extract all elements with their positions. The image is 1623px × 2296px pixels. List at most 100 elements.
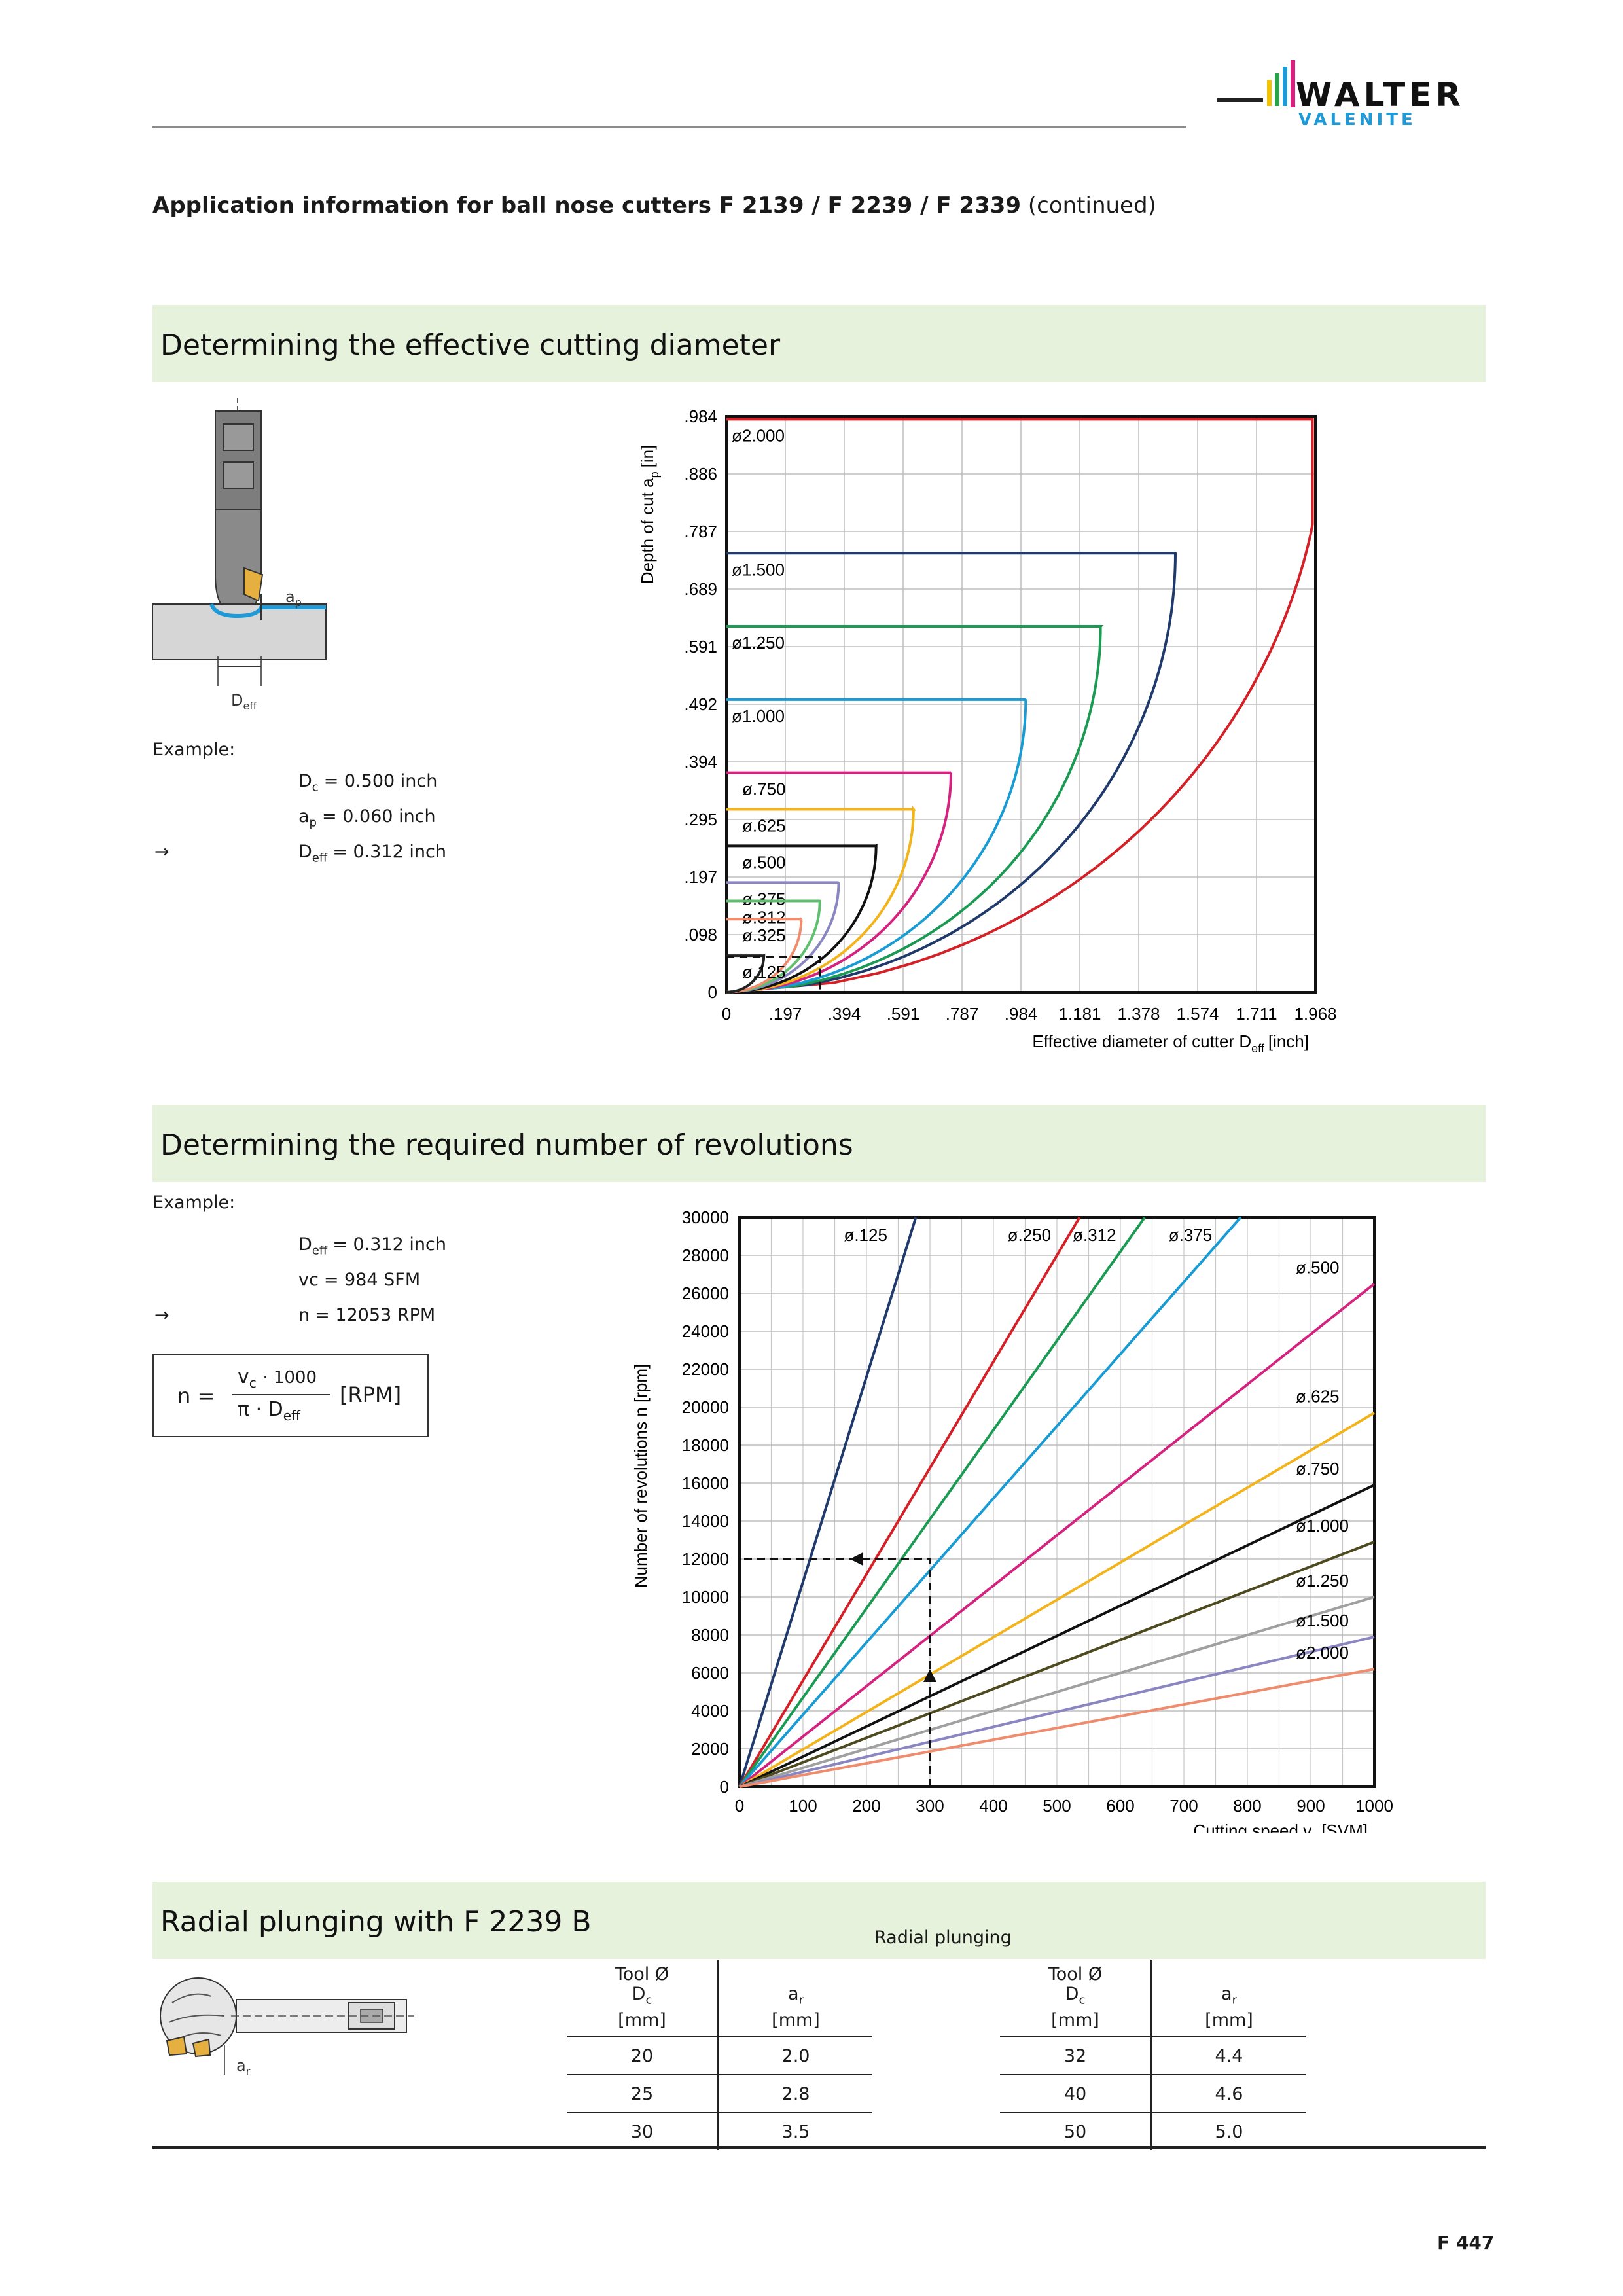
cell-ar: 2.8 [718, 2075, 872, 2113]
cell-ar: 4.6 [1151, 2075, 1306, 2113]
series-label: ø1.500 [1296, 1611, 1349, 1630]
y-tick-label: 22000 [682, 1359, 729, 1379]
rpm-line [738, 1216, 1242, 1788]
rpm-line [738, 1217, 918, 1787]
bottom-rule [152, 2146, 1486, 2149]
y-tick-label: .295 [684, 810, 717, 829]
effective-diameter-chart: 0 .197 .394 .591 .787 .984 1.181 1.378 1.574 1.71… [637, 406, 1337, 1054]
diameter-curve [726, 843, 878, 994]
y-tick-label: 0 [720, 1777, 729, 1797]
x-tick-label: 1.711 [1236, 1004, 1277, 1024]
rpm-formula: n = vc · 1000 π · Deff [RPM] [152, 1354, 429, 1437]
cell-diameter: 20 [567, 2036, 719, 2075]
example-guide [740, 1558, 931, 1787]
series-label: ø1.500 [732, 560, 785, 579]
y-tick-label: .886 [684, 464, 717, 484]
y-axis-label: Depth of cut ap[in] [637, 445, 661, 584]
example-row: vc = 984 SFM [298, 1270, 421, 1290]
brand-logo: WALTER VALENITE [1217, 60, 1492, 132]
y-tick-label: .492 [684, 694, 717, 714]
x-tick-label: 1.378 [1117, 1004, 1160, 1024]
formula-unit: [RPM] [340, 1382, 402, 1407]
y-tick-label: .591 [684, 637, 717, 656]
y-tick-label: .689 [684, 579, 717, 599]
y-tick-label: .787 [684, 522, 717, 541]
cell-ar: 5.0 [1215, 2121, 1243, 2142]
x-tick-label: 1.574 [1176, 1004, 1219, 1024]
y-tick-label: 6000 [691, 1663, 729, 1683]
y-tick-label: 8000 [691, 1625, 729, 1645]
radial-plunging-table-left: Tool Ø Dc [mm] ar [mm] 20 2.0 25 2.8 30 3.5 [567, 1960, 872, 2150]
page-heading: Application information for ball nose cu… [152, 192, 1156, 219]
diameter-curve [726, 954, 766, 994]
y-axis-label: Number of revolutions n [rpm] [631, 1364, 651, 1588]
x-tick-label: 0 [722, 1004, 731, 1024]
y-tick-label: 10000 [682, 1587, 729, 1607]
cell-diameter: 50 [1000, 2113, 1152, 2150]
page-number: F 447 [1437, 2232, 1495, 2253]
x-tick-label: 200 [852, 1796, 880, 1816]
section2-title: Determining the required number of revol… [160, 1128, 853, 1162]
col-header-ar: ar [mm] [718, 1960, 872, 2037]
y-tick-label: 16000 [682, 1473, 729, 1493]
series-label: ø.125 [742, 962, 786, 982]
x-tick-label: 500 [1043, 1796, 1071, 1816]
formula-fraction-bar [232, 1394, 330, 1395]
diameter-curve [726, 917, 803, 994]
series-label: ø.625 [1296, 1387, 1340, 1407]
rpm-line [739, 1668, 1375, 1788]
diameter-curve [726, 418, 1314, 994]
cell-diameter: 30 [567, 2113, 719, 2150]
rpm-line [739, 1596, 1375, 1788]
cell-ar: 3.5 [781, 2121, 810, 2142]
x-tick-label: 0 [735, 1796, 744, 1816]
table-row: 32 4.4 [1000, 2036, 1306, 2075]
series-label: ø.312 [742, 907, 786, 927]
series-label: ø.325 [742, 925, 786, 945]
brand-sub: VALENITE [1298, 110, 1416, 130]
y-tick-label: .098 [684, 925, 717, 944]
example-row: Deff = 0.312 inch [298, 1234, 446, 1258]
illus-ap-label: ap [285, 588, 302, 609]
x-axis-label: Cutting speed vc[SVM] [1194, 1821, 1368, 1833]
x-axis-label: Effective diameter of cutter Deff [inch] [1032, 1031, 1309, 1054]
rpm-line [738, 1282, 1376, 1788]
series-label: ø.750 [742, 780, 786, 799]
example-row: Deff = 0.312 inch [298, 842, 446, 865]
section3-title: Radial plunging with F 2239 B [160, 1905, 592, 1939]
table-row: 40 4.6 [1000, 2075, 1306, 2113]
series-label: ø2.000 [1296, 1643, 1349, 1662]
cell-diameter: 25 [567, 2075, 719, 2113]
y-tick-label: 4000 [691, 1701, 729, 1721]
diameter-curve [726, 881, 840, 994]
x-tick-label: 1000 [1355, 1796, 1393, 1816]
y-tick-label: 12000 [682, 1549, 729, 1569]
formula-lhs: n = [177, 1384, 215, 1408]
radial-plunge-illustration: ar [152, 1977, 427, 2077]
series-label: ø1.000 [1296, 1516, 1349, 1535]
series-label: ø2.000 [732, 425, 785, 445]
page-heading-main: Application information for ball nose cu… [152, 192, 1022, 219]
y-tick-label: 26000 [682, 1283, 729, 1303]
series-label: ø.312 [1073, 1225, 1116, 1245]
series-label: ø.625 [742, 816, 786, 836]
series-label: ø1.250 [1296, 1571, 1349, 1590]
rpm-line [738, 1411, 1376, 1788]
x-tick-label: 800 [1233, 1796, 1261, 1816]
x-tick-label: 900 [1296, 1796, 1325, 1816]
example-arrow-left [849, 1552, 863, 1566]
y-tick-label: 20000 [682, 1397, 729, 1417]
y-tick-label: 18000 [682, 1435, 729, 1455]
formula-numerator: vc · 1000 [238, 1365, 317, 1391]
table-row: 25 2.8 [567, 2075, 872, 2113]
x-tick-label: .591 [887, 1004, 920, 1024]
series-label: ø.375 [1169, 1225, 1213, 1245]
radial-table-title: Radial plunging [874, 1928, 1012, 1948]
diameter-curve [726, 805, 917, 994]
plot-frame [725, 415, 1317, 994]
series-label: ø.375 [742, 889, 786, 908]
series-label: ø1.000 [732, 706, 785, 726]
x-tick-label: 700 [1169, 1796, 1198, 1816]
example-row: Dc = 0.500 inch [298, 771, 438, 795]
x-tick-label: 600 [1106, 1796, 1134, 1816]
